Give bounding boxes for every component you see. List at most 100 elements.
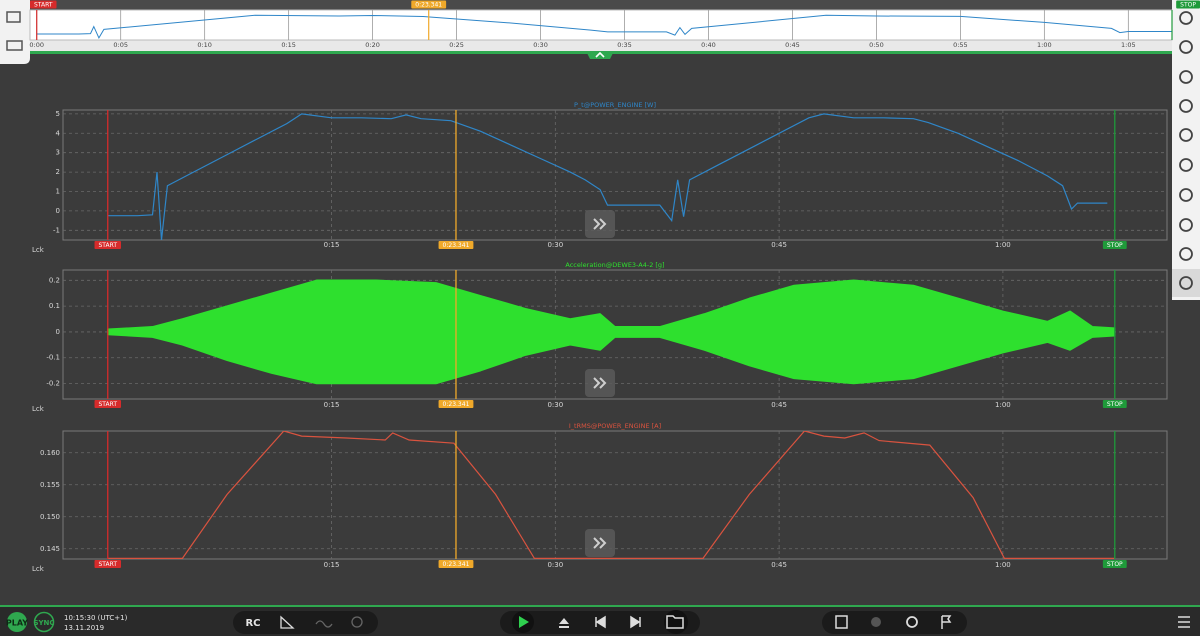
chart-panel: 0:15 0:30 0:45 1:00 -0.2 -0.1 0 0.1 0.2 Accelerat… xyxy=(32,261,1168,413)
x-tick-label: 0:30 xyxy=(547,241,563,249)
chart-panel: 0:15 0:30 0:45 1:00 -1 0 1 2 3 4 5 P_t@POWER_ENGINE… xyxy=(32,101,1168,254)
x-tick-label: 0:45 xyxy=(771,241,787,249)
y-axis-label: Lck xyxy=(32,246,45,254)
y-tick-label: 0.160 xyxy=(40,449,60,457)
y-tick-label: 0 xyxy=(56,207,60,215)
open-button[interactable] xyxy=(666,615,684,629)
marker-tag[interactable] xyxy=(94,560,122,568)
chart-panel: 0:15 0:30 0:45 1:00 0.160 0.155 0.150 0.145 I_tR… xyxy=(32,422,1168,573)
play-mode-button[interactable] xyxy=(7,612,27,632)
sidebar-icon[interactable] xyxy=(1179,40,1193,54)
marker-label: 0:23.341 xyxy=(443,401,470,408)
data-area xyxy=(107,331,1116,385)
eject-button[interactable] xyxy=(559,618,569,628)
marker-tag[interactable] xyxy=(1102,560,1127,568)
x-tick-label: 0:40 xyxy=(701,41,716,49)
scroll-icon xyxy=(593,377,607,389)
x-tick-label: 0:15 xyxy=(324,561,340,569)
play-mode-label: PLAY xyxy=(6,619,28,628)
prev-button[interactable] xyxy=(595,615,606,629)
y-tick-label: -0.1 xyxy=(46,354,60,362)
overview-time-strip xyxy=(30,40,1172,51)
overview-header xyxy=(0,0,1200,10)
sidebar-icon[interactable] xyxy=(1179,247,1193,261)
series-group xyxy=(36,14,1172,39)
x-tick-label: 0:15 xyxy=(324,401,340,409)
sidebar-icon[interactable] xyxy=(1179,218,1193,232)
y-tick-label: 0.2 xyxy=(49,276,60,284)
sidebar-icon[interactable] xyxy=(1179,128,1193,142)
x-tick-label: 0:30 xyxy=(533,41,548,49)
x-tick-label: 0:15 xyxy=(324,241,340,249)
marker-label: STOP xyxy=(1107,242,1123,249)
export-button-disabled xyxy=(871,617,881,627)
data-line xyxy=(36,14,1172,39)
next-button[interactable] xyxy=(630,615,641,629)
left-icon-screens[interactable] xyxy=(6,11,21,23)
marker-tag[interactable] xyxy=(438,560,474,568)
x-tick-label: 0:30 xyxy=(547,561,563,569)
y-tick-label: 5 xyxy=(56,110,60,118)
play-button[interactable] xyxy=(519,616,529,628)
toolbar-divider xyxy=(0,605,1200,607)
marker-label: START xyxy=(98,561,117,568)
y-tick-label: 4 xyxy=(56,129,61,137)
series-group xyxy=(107,279,1116,385)
y-tick-label: -1 xyxy=(53,226,60,234)
marker-tag[interactable] xyxy=(94,400,122,408)
marker-tag[interactable] xyxy=(30,0,57,9)
clock-date: 13.11.2019 xyxy=(64,624,104,632)
sidebar-tab-active xyxy=(1172,269,1200,297)
collapse-icon xyxy=(595,51,605,58)
y-tick-label: 0.155 xyxy=(40,481,60,489)
x-tick-label: 1:00 xyxy=(995,401,1011,409)
marker-label: STOP xyxy=(1180,2,1196,9)
marker-tag[interactable] xyxy=(1102,400,1127,408)
y-tick-label: 0.150 xyxy=(40,513,60,521)
marker-label: STOP xyxy=(1107,561,1123,568)
flag-button[interactable] xyxy=(941,615,952,629)
marker-label: STOP xyxy=(1107,401,1123,408)
x-tick-label: 1:00 xyxy=(1037,41,1052,49)
x-tick-label: 1:00 xyxy=(995,241,1011,249)
x-tick-label: 1:05 xyxy=(1121,41,1136,49)
chart-title: I_tRMS@POWER_ENGINE [A] xyxy=(569,422,661,430)
collapse-tab[interactable] xyxy=(586,51,614,59)
sidebar-icon[interactable] xyxy=(1179,188,1193,202)
x-tick-label: 0:15 xyxy=(281,41,296,49)
marker-tag[interactable] xyxy=(94,241,122,249)
series-group xyxy=(107,113,1108,240)
rc-button[interactable]: RC xyxy=(245,618,260,629)
marker-tag[interactable] xyxy=(1176,0,1200,9)
plot-area xyxy=(29,9,1173,41)
y-tick-label: 1 xyxy=(56,187,60,195)
x-tick-label: 0:45 xyxy=(785,41,800,49)
marker-tag[interactable] xyxy=(438,400,474,408)
marker-label: START xyxy=(98,242,117,249)
curve-button xyxy=(315,620,333,628)
clock-time: 10:15:30 (UTC+1) xyxy=(64,614,128,622)
marker-tag[interactable] xyxy=(438,241,474,249)
scroll-icon xyxy=(593,218,607,230)
marker-tag[interactable] xyxy=(1102,241,1127,249)
setup-button[interactable] xyxy=(906,616,918,628)
sidebar-icon[interactable] xyxy=(1179,99,1193,113)
sidebar-icon[interactable] xyxy=(1179,11,1193,25)
data-area xyxy=(107,279,1116,333)
sync-button[interactable] xyxy=(33,611,55,633)
sidebar-icon[interactable] xyxy=(1179,158,1193,172)
sidebar-icon[interactable] xyxy=(1179,276,1193,290)
sidebar-icon[interactable] xyxy=(1179,70,1193,84)
series-group xyxy=(107,431,1115,559)
y-tick-label: 0 xyxy=(56,328,60,336)
x-tick-label: 0:10 xyxy=(197,41,212,49)
tool-group-left xyxy=(233,611,378,634)
save-button[interactable] xyxy=(835,615,848,629)
measure-button[interactable] xyxy=(280,615,295,629)
marker-tag[interactable] xyxy=(411,0,447,9)
marker-label: 0:23.341 xyxy=(443,561,470,568)
tool-group-right xyxy=(822,611,967,634)
menu-button[interactable] xyxy=(1178,616,1190,628)
left-icon-print[interactable] xyxy=(6,40,23,51)
